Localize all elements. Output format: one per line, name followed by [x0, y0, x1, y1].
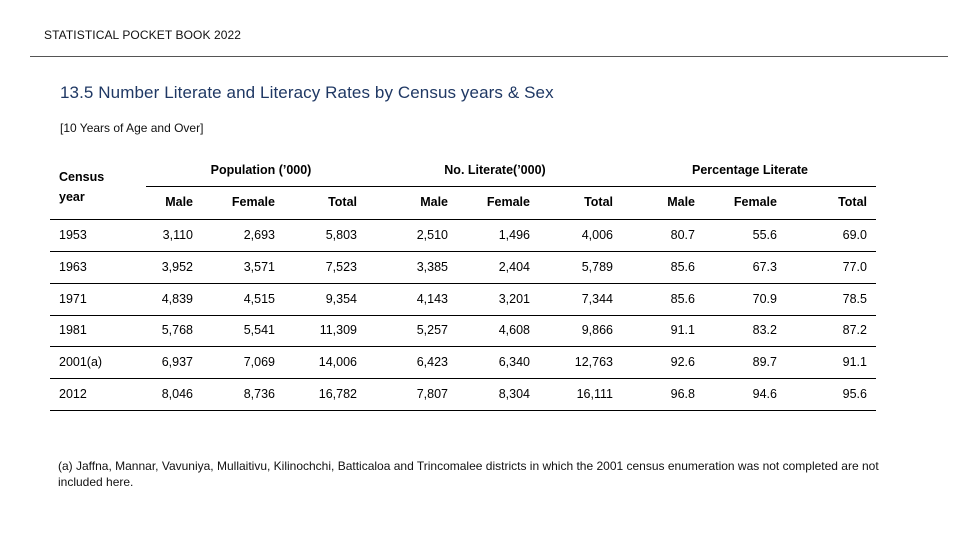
row-census-year: 1953 [59, 228, 87, 242]
cell-population-male: 6,937 [161, 355, 193, 370]
cell-population-male: 3,110 [162, 228, 193, 242]
cell-literate-total: 7,344 [581, 291, 613, 306]
cell-percentage-female: 94.6 [752, 387, 777, 401]
cell-population-total: 14,006 [318, 355, 357, 370]
subheader-literate-female: Female [486, 195, 530, 209]
footnote: (a) Jaffna, Mannar, Vavuniya, Mullaitivu… [58, 459, 879, 489]
cell-percentage-male: 91.1 [670, 323, 695, 338]
subheader-literate-male: Male [420, 195, 448, 209]
group-header-percentage: Percentage Literate [691, 163, 809, 177]
row-divider [50, 378, 876, 380]
cell-population-female: 2,693 [243, 228, 275, 242]
cell-literate-female: 1,496 [498, 228, 530, 242]
row-census-year: 1963 [59, 259, 87, 274]
cell-population-total: 16,782 [318, 387, 357, 401]
cell-percentage-male: 92.6 [670, 355, 695, 370]
cell-population-total: 7,523 [325, 259, 357, 274]
cell-percentage-female: 55.6 [752, 228, 777, 242]
cell-literate-total: 4,006 [581, 228, 613, 242]
cell-literate-female: 6,340 [498, 355, 530, 370]
subheader-percentage-total: Total [838, 195, 867, 209]
cell-literate-female: 3,201 [498, 291, 530, 306]
cell-literate-male: 4,143 [416, 291, 448, 306]
subheader-percentage-female: Female [733, 195, 777, 209]
row-census-year: 2001(a) [59, 355, 103, 370]
row-divider [50, 346, 876, 348]
cell-percentage-male: 96.8 [670, 387, 695, 401]
cell-literate-total: 12,763 [574, 355, 613, 370]
table-title: 13.5 Number Literate and Literacy Rates … [60, 83, 554, 102]
cell-population-female: 5,541 [243, 323, 275, 338]
cell-population-total: 5,803 [325, 228, 357, 242]
cell-population-total: 11,309 [319, 323, 357, 338]
cell-population-female: 8,736 [243, 387, 275, 401]
cell-literate-female: 2,404 [498, 259, 530, 274]
table-subtitle: [10 Years of Age and Over] [60, 121, 204, 135]
group-header-population: Population (’000) [210, 163, 312, 177]
running-header: STATISTICAL POCKET BOOK 2022 [44, 28, 242, 42]
group-header-rule [146, 186, 876, 187]
cell-literate-total: 9,866 [581, 323, 613, 338]
cell-population-total: 9,354 [325, 291, 357, 306]
row-census-year: 2012 [59, 387, 87, 401]
cell-percentage-female: 67.3 [752, 259, 777, 274]
row-divider [50, 314, 876, 316]
subheader-population-male: Male [165, 195, 193, 209]
cell-percentage-total: 91.1 [842, 355, 867, 370]
cell-literate-male: 3,385 [416, 259, 448, 274]
cell-population-female: 3,571 [243, 259, 275, 274]
cell-percentage-total: 78.5 [842, 291, 867, 306]
row-census-year: 1981 [59, 323, 87, 338]
cell-literate-male: 6,423 [416, 355, 448, 370]
header-divider [30, 56, 948, 57]
cell-percentage-female: 70.9 [752, 291, 777, 306]
row-divider [50, 282, 876, 284]
row-census-year: 1971 [59, 291, 87, 306]
cell-literate-male: 7,807 [416, 387, 448, 401]
cell-population-male: 3,952 [161, 259, 193, 274]
cell-percentage-total: 95.6 [842, 387, 867, 401]
cell-literate-total: 16,111 [576, 387, 613, 401]
cell-percentage-total: 87.2 [842, 323, 867, 338]
cell-literate-male: 5,257 [416, 323, 448, 338]
subheader-population-total: Total [328, 195, 357, 209]
cell-percentage-female: 83.2 [752, 323, 777, 338]
group-header-literate: No. Literate(’000) [444, 163, 546, 177]
cell-population-female: 7,069 [243, 355, 275, 370]
census-year-header-line1: Census [59, 170, 105, 184]
cell-literate-female: 8,304 [498, 387, 530, 401]
header-bottom-rule [50, 219, 876, 220]
cell-percentage-female: 89.7 [752, 355, 777, 370]
cell-percentage-male: 85.6 [670, 259, 695, 274]
table-bottom-rule [50, 410, 876, 411]
cell-literate-male: 2,510 [416, 228, 448, 242]
subheader-population-female: Female [231, 195, 275, 209]
row-divider [50, 251, 876, 252]
cell-percentage-total: 77.0 [842, 259, 867, 274]
cell-population-female: 4,515 [243, 291, 275, 306]
cell-percentage-male: 80.7 [670, 228, 695, 242]
subheader-literate-total: Total [584, 195, 613, 209]
cell-population-male: 8,046 [161, 387, 193, 401]
cell-literate-female: 4,608 [498, 323, 530, 338]
cell-population-male: 5,768 [161, 323, 193, 338]
census-year-header-line2: year [59, 190, 85, 204]
cell-literate-total: 5,789 [581, 259, 613, 274]
cell-percentage-total: 69.0 [842, 228, 867, 242]
cell-percentage-male: 85.6 [670, 291, 695, 306]
cell-population-male: 4,839 [161, 291, 193, 306]
subheader-percentage-male: Male [667, 195, 695, 209]
